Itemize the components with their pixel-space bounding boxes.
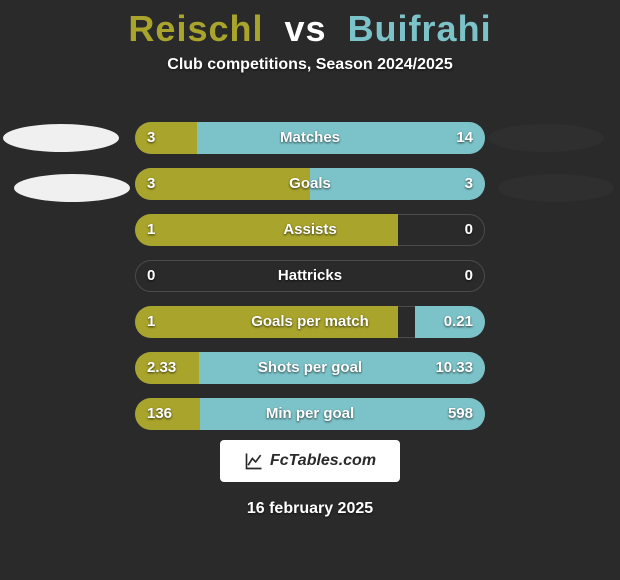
stat-value-right: 0	[465, 214, 473, 246]
stat-label: Shots per goal	[135, 352, 485, 384]
stat-label: Min per goal	[135, 398, 485, 430]
attribution-badge: FcTables.com	[220, 440, 400, 482]
stat-value-right: 0	[465, 260, 473, 292]
title-vs: vs	[285, 8, 327, 49]
stat-row: 3Matches14	[135, 122, 485, 154]
stat-row: 0Hattricks0	[135, 260, 485, 292]
decor-ellipse	[14, 174, 130, 202]
chart-icon	[244, 451, 264, 471]
stat-row: 1Goals per match0.21	[135, 306, 485, 338]
stat-row: 3Goals3	[135, 168, 485, 200]
stat-value-right: 10.33	[435, 352, 473, 384]
decor-ellipse	[3, 124, 119, 152]
attribution-text: FcTables.com	[270, 452, 376, 470]
date-label: 16 february 2025	[0, 500, 620, 518]
player1-name: Reischl	[128, 8, 263, 49]
stat-row: 2.33Shots per goal10.33	[135, 352, 485, 384]
stat-label: Matches	[135, 122, 485, 154]
stats-panel: 3Matches143Goals31Assists00Hattricks01Go…	[135, 122, 485, 444]
decor-ellipse	[488, 124, 604, 152]
player2-name: Buifrahi	[348, 8, 492, 49]
stat-label: Goals	[135, 168, 485, 200]
stat-label: Assists	[135, 214, 485, 246]
title-container: Reischl vs Buifrahi	[0, 0, 620, 50]
stat-value-right: 3	[465, 168, 473, 200]
stat-value-right: 14	[456, 122, 473, 154]
decor-ellipse	[498, 174, 614, 202]
stat-row: 1Assists0	[135, 214, 485, 246]
stat-row: 136Min per goal598	[135, 398, 485, 430]
comparison-infographic: Reischl vs Buifrahi Club competitions, S…	[0, 0, 620, 580]
stat-value-right: 598	[448, 398, 473, 430]
stat-label: Hattricks	[135, 260, 485, 292]
stat-value-right: 0.21	[444, 306, 473, 338]
subtitle: Club competitions, Season 2024/2025	[0, 56, 620, 74]
stat-label: Goals per match	[135, 306, 485, 338]
